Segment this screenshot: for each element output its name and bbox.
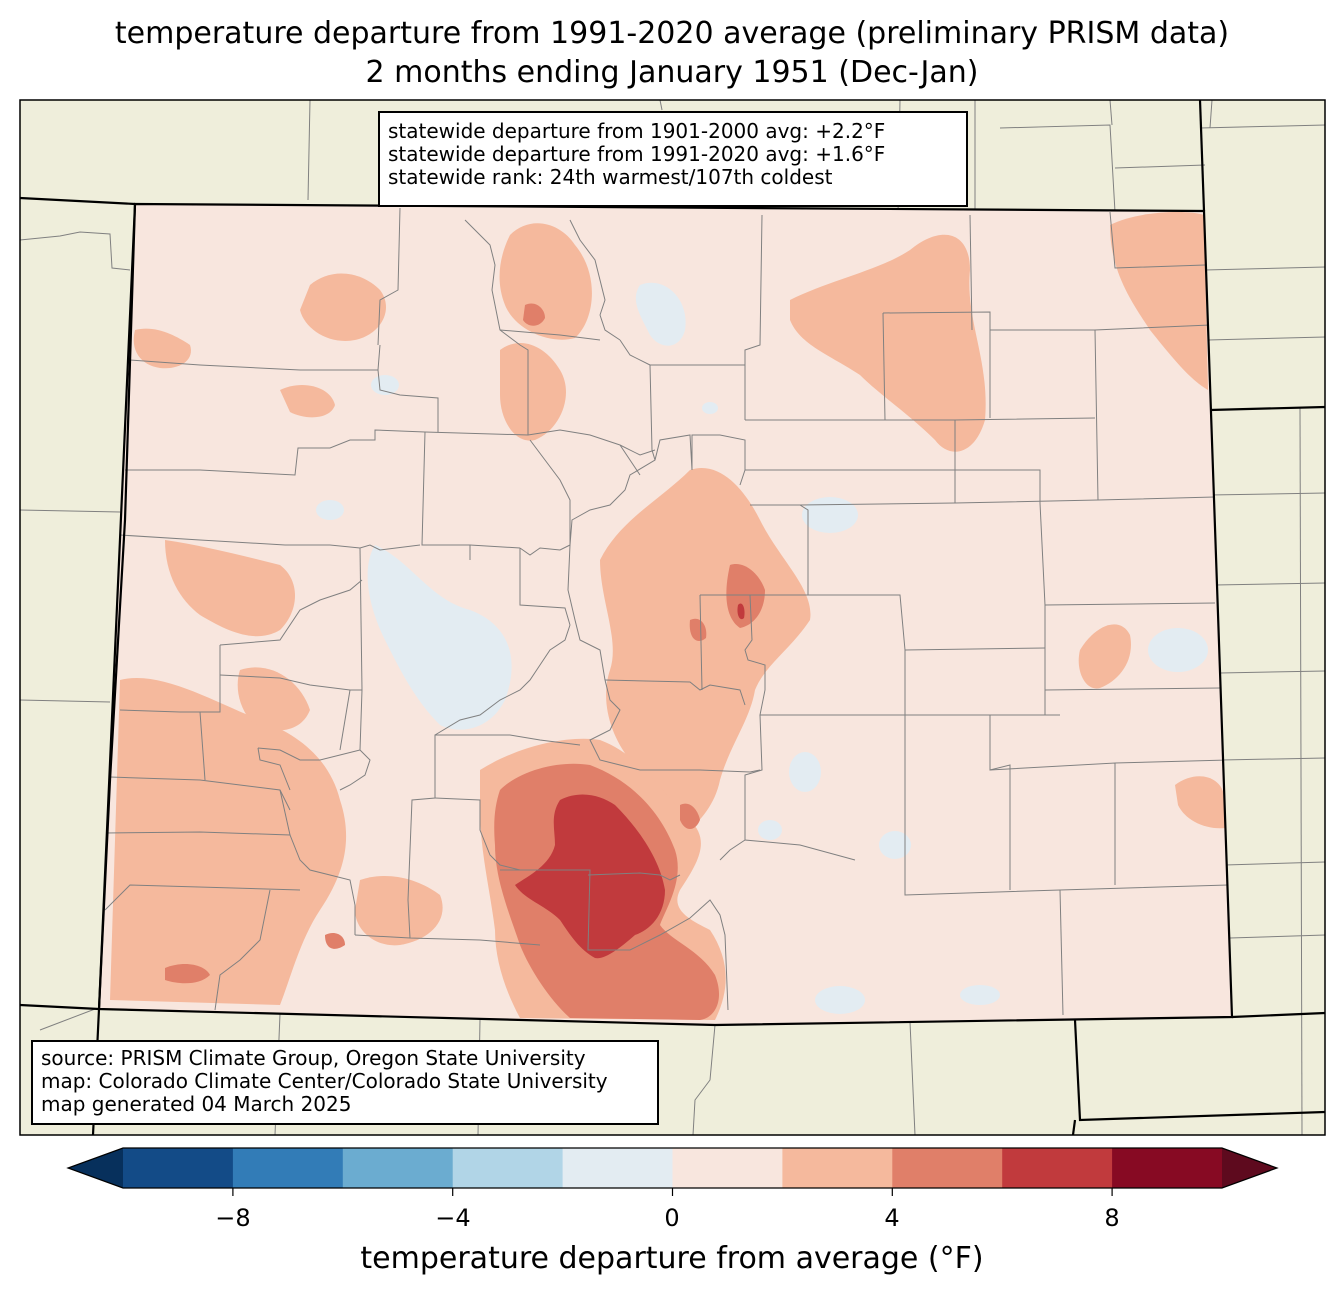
colorbar-bin [1002,1148,1113,1188]
county-lines [104,207,1231,1016]
colorbar-bin [123,1148,234,1188]
neighbor-county-lines [20,100,1325,1135]
colorbar-tick-label: 8 [1104,1204,1120,1232]
colorbar-tick-label: 0 [664,1204,680,1232]
map-subtitle: 2 months ending January 1951 (Dec-Jan) [365,55,979,90]
colorbar-bin [1112,1148,1223,1188]
stat-line-1901-2000: statewide departure from 1901-2000 avg: … [388,119,886,143]
colorbar-label: temperature departure from average (°F) [360,1241,984,1276]
colorbar-tick-label: −8 [215,1204,251,1232]
source-line-generated: map generated 04 March 2025 [41,1092,352,1116]
colorbar-outline [66,1147,1279,1189]
colorbar [66,1147,1279,1196]
map-frame-border [19,99,1326,1136]
colorbar-bin [232,1148,344,1188]
source-box: source: PRISM Climate Group, Oregon Stat… [31,1040,659,1125]
map-title: temperature departure from 1991-2020 ave… [114,16,1230,51]
stat-line-1991-2020: statewide departure from 1991-2020 avg: … [388,142,886,166]
colorbar-bin [562,1148,673,1188]
colorbar-bin [672,1148,783,1188]
statewide-stats-box: statewide departure from 1901-2000 avg: … [378,111,968,207]
colorbar-tick-label: 4 [884,1204,900,1232]
colorbar-bin [892,1148,1003,1188]
colorbar-over-arrow [1222,1148,1277,1188]
colorbar-bin [782,1148,893,1188]
colorbar-under-arrow [68,1148,123,1188]
stat-line-rank: statewide rank: 24th warmest/107th colde… [388,165,833,189]
colorbar-tick-label: −4 [435,1204,471,1232]
source-line-prism: source: PRISM Climate Group, Oregon Stat… [41,1046,586,1070]
colorbar-bin [342,1148,454,1188]
colorbar-bin [452,1148,564,1188]
source-line-map: map: Colorado Climate Center/Colorado St… [41,1069,608,1093]
